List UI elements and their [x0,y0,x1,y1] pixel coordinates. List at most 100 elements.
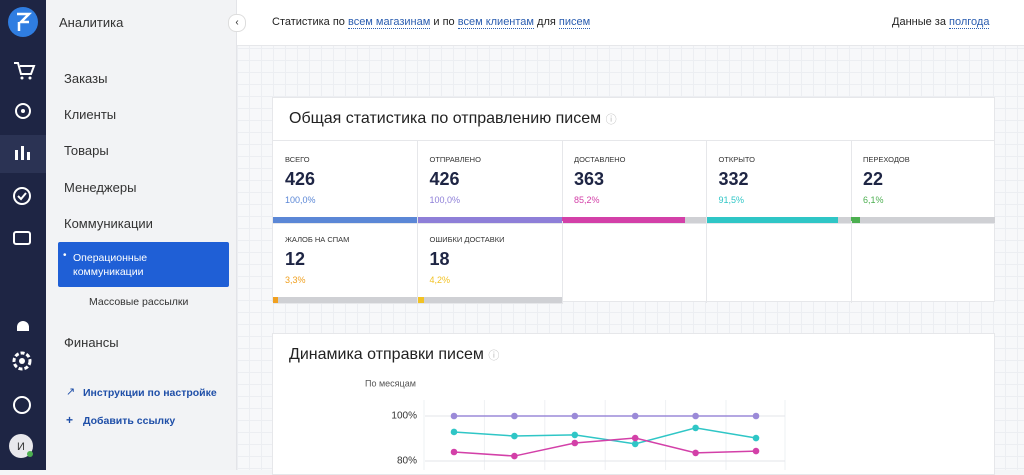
y-tick-label: 80% [397,456,417,467]
stat-percent: 91,5% [718,195,745,205]
filter-text: Статистика по всем магазинам и по всем к… [272,16,591,29]
text: Данные за [892,16,946,28]
stat-percent: 3,3% [285,275,306,285]
stat-label: ВСЕГО [285,155,310,164]
point [450,428,458,436]
link[interactable]: Инструкции по настройке [83,387,217,399]
line [453,437,757,457]
icon-rail: И [0,0,46,470]
stat-value: 363 [574,169,605,189]
point [752,434,760,442]
stat-cell: ОТПРАВЛЕНО 426 100,0% [417,141,563,224]
header: Статистика по всем магазинам и по всем к… [228,0,1024,46]
stats-grid: ВСЕГО 426 100,0% ОТПРАВЛЕНО 426 100,0% ДОСТАВЛ… [273,140,995,304]
card-title: Общая статистика по отправлению писем ⓘ [289,110,617,127]
point [692,412,699,420]
stat-bar-track [273,297,417,303]
point [692,449,699,457]
menu-item[interactable]: Финансы [64,335,119,350]
stat-value: 426 [429,169,460,189]
menu-item[interactable]: Коммуникации [64,216,153,231]
stat-bar-track [273,217,417,223]
line [453,427,757,445]
filter-link[interactable]: всем клиентам [457,16,534,29]
stat-bar-track [562,217,706,223]
empty-cell [562,221,707,303]
period: Данные за полгода [892,16,990,29]
stat-label: ОТПРАВЛЕНО [429,155,481,164]
stat-bar-track [417,217,562,223]
stat-cell: ОШИБКИ ДОСТАВКИ 18 4,2% [417,221,563,304]
chart-card: Динамика отправки писем ⓘ [272,333,995,475]
point [450,412,458,420]
filter-link[interactable]: всем магазинам [347,16,431,29]
stat-percent: 100,0% [429,195,461,205]
submenu-item[interactable]: Массовые рассылки [89,296,189,308]
point [692,424,699,432]
empty-cell [707,221,852,303]
stat-cell: ДОСТАВЛЕНО 363 85,2% [562,141,707,224]
stat-label: ДОСТАВЛЕНО [574,155,626,164]
card-title: Динамика отправки писем ⓘ [289,346,500,363]
text: Статистика по [272,16,345,28]
stat-bar-track [706,217,851,223]
point [752,447,760,455]
stats-card: Общая статистика по отправлению писем ⓘ … [272,97,995,304]
stat-value: 426 [285,169,316,189]
active-submenu[interactable]: Операционные коммуникации • [58,242,229,287]
stat-cell: ПЕРЕХОДОВ 22 6,1% [851,141,995,224]
text: и по [433,16,455,28]
point [571,412,579,420]
collapse-button[interactable]: ‹ [228,14,246,32]
stat-cell: ЖАЛОБ НА СПАМ 12 3,3% [273,221,418,304]
menu-item[interactable]: Менеджеры [64,180,137,195]
stat-value: 12 [285,249,306,269]
filter-link[interactable]: писем [558,16,591,29]
point [571,431,579,439]
period-link[interactable]: полгода [949,16,990,29]
stat-percent: 85,2% [574,195,600,205]
stat-bar [273,297,278,303]
point [511,452,518,460]
point [571,439,579,447]
section-title: Аналитика [59,15,124,30]
point [631,440,639,448]
stat-label: ОТКРЫТО [718,155,756,164]
stat-label: ЖАЛОБ НА СПАМ [285,235,350,244]
point [752,412,760,420]
stat-percent: 100,0% [285,195,316,205]
stat-bar [851,217,860,223]
stat-value: 22 [863,169,884,189]
stat-bar-track [851,217,995,223]
menu-item[interactable]: Заказы [64,71,108,86]
stat-bar [273,217,417,223]
sidebar: Аналитика Заказы Клиенты Товары Менеджеры Ко… [46,0,237,470]
stat-bar [417,297,424,303]
text: для [537,16,556,28]
link[interactable]: Добавить ссылку [83,415,176,427]
point [631,434,639,442]
point [450,448,458,456]
menu-item[interactable]: Клиенты [64,107,117,122]
stat-bar-track [417,297,562,303]
point [631,412,639,420]
stat-bar [417,217,562,223]
point [511,412,518,420]
stat-bar [706,217,839,223]
avatar[interactable]: И [17,441,25,453]
stat-label: ПЕРЕХОДОВ [863,155,910,164]
menu-item[interactable]: Товары [64,143,109,158]
rail-icons: И [0,7,46,458]
submenu-item: Операционные коммуникации [73,252,148,278]
point [511,432,518,440]
stat-value: 332 [718,169,749,189]
stat-value: 18 [429,249,450,269]
chart-subtitle: По месяцам [365,378,416,388]
stat-cell: ВСЕГО 426 100,0% [273,141,418,224]
stat-bar [562,217,685,223]
stat-percent: 4,2% [429,275,451,285]
y-tick-label: 100% [391,411,417,422]
stat-label: ОШИБКИ ДОСТАВКИ [429,235,505,244]
stat-cell: ОТКРЫТО 332 91,5% [706,141,852,224]
